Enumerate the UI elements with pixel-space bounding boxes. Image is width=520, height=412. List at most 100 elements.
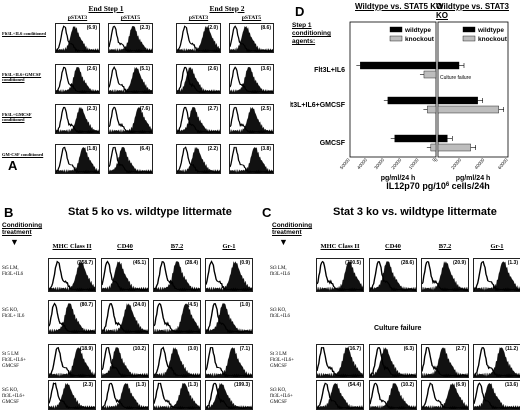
row-label-line: St3 KO, [270, 308, 287, 313]
flow-histogram: (199.3) [205, 380, 253, 410]
flow-histogram: (45.1) [101, 258, 149, 292]
panel-c-label: C [262, 205, 272, 220]
group1-header: End Step 1 [88, 4, 124, 13]
panel-a-row-label: Flt3L+IL6 conditioned [2, 31, 46, 36]
flow-histogram: (6.3) [369, 344, 417, 378]
histogram-value: (3.6) [260, 66, 271, 72]
legend-label: wildtype [477, 27, 504, 34]
row-label-line: Flt3L+ IL6 [2, 314, 25, 319]
marker-col-header: B7.2 [170, 243, 184, 250]
histogram-value: (16.7) [347, 346, 361, 352]
legend-label: knockout [478, 36, 508, 43]
tick-label: 20000 [390, 157, 402, 170]
row-label-line: St 3 LM [270, 352, 287, 357]
flow-histogram: (16.7) [316, 344, 364, 378]
histogram-value: (1.3) [507, 260, 518, 266]
panel-b-arrow: ▼ [10, 237, 19, 247]
panel-a-row-label: Flt3L+IL6+GMCSF conditioned [2, 72, 42, 82]
tick-label: 50000 [339, 157, 351, 170]
wildtype-bar [360, 61, 437, 70]
histogram-value: (10.2) [400, 382, 414, 388]
histogram-value: (0.9) [239, 260, 250, 266]
panel-a-histogram: (6.9) [55, 23, 100, 53]
treatment-row-label: St5 KO, Flt3L+ IL6 [2, 308, 46, 320]
histogram-value: (2.5) [260, 106, 271, 112]
panel-a-histogram: (2.6) [55, 64, 100, 94]
knockout-bar [430, 143, 437, 152]
row-label-line: flt3L+IL6+ [270, 394, 293, 399]
flow-histogram: (1.3) [473, 258, 520, 292]
flow-histogram: (7.1) [205, 344, 253, 378]
panel-b-cond: Conditioning treatment [2, 222, 42, 236]
knockout-bar [423, 70, 437, 79]
histogram-value: (80.7) [79, 302, 93, 308]
tick-label: 30000 [373, 157, 385, 170]
flow-histogram: (358.7) [48, 258, 96, 292]
treatment-row-label: St3 KO, flt3L+IL6 [270, 308, 314, 320]
marker-col-header: B7.2 [438, 243, 452, 250]
treatment-row-label: St5 LM, Flt3L+IL6 [2, 266, 46, 278]
category-label: Flt3L+IL6 [314, 67, 345, 74]
panel-b-label: B [4, 205, 14, 220]
treatment-row-label: St3 KO, flt3L+IL6+ GMCSF [270, 388, 314, 406]
panel-a-histogram: (5.1) [108, 64, 153, 94]
row-label-line: GMCSF [270, 400, 287, 405]
histogram-value: (1.3) [187, 382, 198, 388]
panel-d-title-right: Wildtype vs. STAT3 KO [436, 2, 509, 20]
histogram-value: (28.6) [400, 260, 414, 266]
panel-a-histogram: (8.6) [229, 23, 274, 53]
histogram-value: (2.2) [207, 146, 218, 152]
legend-label: knockout [405, 36, 435, 43]
x-axis-label-left: pg/ml/24 h [381, 175, 416, 182]
panel-c-cond: Conditioning treatment [272, 222, 312, 236]
panel-a-histogram: (3.8) [229, 144, 274, 174]
flow-histogram: (11.2) [473, 344, 520, 378]
treatment-row-label: St5 KO, flt3L+IL6+ GMCSF [2, 388, 46, 406]
row-label-line: St3 LM, [270, 266, 287, 271]
flow-histogram: (18.9) [48, 344, 96, 378]
panel-a-col-header: pSTAT5 [241, 15, 262, 21]
histogram-value: (6.4) [139, 146, 150, 152]
tick-label: 40000 [356, 157, 368, 170]
histogram-value: (5.1) [139, 66, 150, 72]
panel-a-histogram: (6.4) [108, 144, 153, 174]
histogram-value: (1.0) [239, 302, 250, 308]
histogram-value: (3.8) [260, 146, 271, 152]
flow-histogram: (28.4) [153, 258, 201, 292]
row-label-line: flt3L+IL6 [270, 314, 291, 319]
panel-a-histogram: (2.0) [176, 23, 221, 53]
histogram-value: (4.5) [187, 302, 198, 308]
left-plot-frame [349, 21, 437, 158]
panel-a-histogram: (3.6) [229, 64, 274, 94]
flow-histogram: (1.3) [153, 380, 201, 410]
histogram-value: (54.4) [347, 382, 361, 388]
knockout-bar [427, 105, 437, 114]
flow-histogram: (1.3) [101, 380, 149, 410]
tick-label: 10000 [408, 157, 420, 170]
treatment-row-label: St3 LM, flt3L+IL6 [270, 266, 314, 278]
row-label-line: flt3L+IL6+ [2, 394, 25, 399]
tick-label: 0 [433, 157, 439, 163]
panel-a-histogram: (2.6) [176, 64, 221, 94]
row-label-line: St 5 LM [2, 352, 19, 357]
panel-a-histogram: (2.2) [176, 144, 221, 174]
cond-line2: treatment [272, 229, 302, 236]
row-label-line: Flt3L+IL6 [2, 272, 24, 277]
x-axis-main-label: IL12p70 pg/106 cells/24h [386, 181, 489, 191]
marker-col-header: MHC Class II [52, 243, 92, 250]
histogram-value: (18.9) [79, 346, 93, 352]
histogram-value: (2.3) [82, 382, 93, 388]
flow-histogram: (1.0) [205, 300, 253, 334]
panel-a-label: A [8, 158, 18, 173]
legend-swatch [462, 26, 476, 33]
panel-c-title: Stat 3 ko vs. wildtype littermate [333, 206, 497, 218]
histogram-value: (2.6) [207, 66, 218, 72]
histogram-value: (6.3) [403, 346, 414, 352]
panel-a-row-label: GM-CSF conditioned [2, 152, 44, 157]
marker-col-header: CD40 [117, 243, 133, 250]
legend-swatch [462, 35, 476, 42]
marker-col-header: Gr-1 [222, 243, 236, 250]
row-label-line: flt3L+IL6 [270, 272, 291, 277]
flow-histogram: (2.7) [421, 344, 469, 378]
histogram-value: (1.3) [135, 382, 146, 388]
